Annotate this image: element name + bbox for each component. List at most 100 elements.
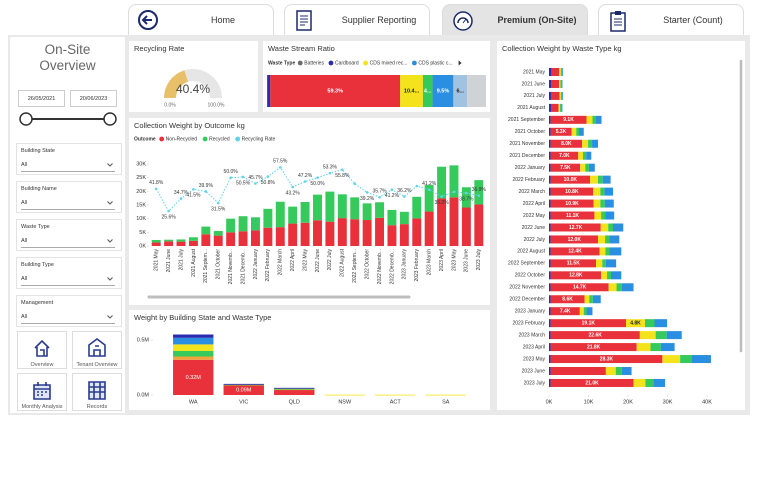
bar — [449, 197, 459, 246]
bar-segment — [270, 75, 401, 107]
data-label: 36.9% — [472, 187, 487, 193]
data-label: 11.5K — [567, 261, 580, 267]
nav-button[interactable]: Tenant Overview — [72, 331, 122, 369]
bar-segment — [612, 223, 624, 232]
line-point — [415, 184, 419, 188]
tab[interactable]: Premium (On-Site) — [442, 4, 588, 35]
bar-segment — [550, 163, 581, 172]
tab-icon — [453, 11, 473, 31]
x-tick-label: 20K — [623, 399, 633, 405]
bar-segment — [578, 151, 583, 160]
bar — [151, 239, 161, 243]
bar-segment — [549, 199, 551, 208]
bar-segment — [639, 331, 656, 340]
line-point — [167, 209, 170, 213]
nav-label: Tenant Overview — [76, 362, 118, 368]
bar-segment — [592, 115, 596, 124]
x-tick-label: VIC — [239, 399, 248, 405]
line-point — [254, 182, 257, 185]
chart-title: Recycling Rate — [134, 44, 184, 53]
bar — [238, 231, 248, 246]
tab[interactable]: Starter (Count) — [598, 4, 744, 35]
dropdown[interactable]: All — [21, 311, 115, 324]
bar-segment — [550, 319, 627, 328]
gauge-label: 40.4% — [176, 82, 210, 96]
bar-segment — [550, 151, 579, 160]
dropdown[interactable]: All — [21, 235, 115, 248]
bar — [300, 201, 310, 223]
bar — [424, 211, 434, 246]
data-label: 12.0K — [568, 237, 582, 243]
date-input[interactable]: 26/05/2021 — [18, 90, 65, 107]
data-label: 9.5% — [437, 88, 450, 94]
line-point — [465, 191, 468, 195]
tab[interactable]: Home — [128, 4, 274, 35]
data-label: 0.09M — [236, 388, 252, 394]
bar-segment — [549, 115, 551, 124]
bar-segment — [582, 139, 589, 148]
tab[interactable]: Supplier Reporting — [284, 4, 430, 35]
bar-segment — [645, 378, 654, 387]
bar-segment — [560, 91, 562, 100]
bar — [375, 202, 385, 218]
data-label: 0.32M — [186, 375, 202, 381]
y-tick-label: 2023 March — [519, 332, 546, 338]
bar-segment — [621, 367, 632, 375]
chart-title: Weight by Building State and Waste Type — [134, 313, 271, 322]
bar-segment — [550, 235, 598, 244]
bar-segment — [274, 387, 315, 389]
data-label: 4.8K — [630, 320, 641, 326]
legend-marker — [159, 136, 165, 142]
bar-segment — [550, 127, 572, 136]
y-tick-label: 2021 July — [524, 93, 546, 99]
data-label: 12.7K — [569, 225, 583, 231]
data-label: 10.9K — [565, 201, 579, 207]
bar — [325, 221, 335, 246]
bar-segment — [576, 127, 580, 136]
line-point — [278, 166, 282, 169]
nav-button[interactable]: Records — [72, 373, 122, 411]
card: Waste Stream Ratio Waste Type Batteries Car… — [263, 41, 490, 112]
bar-segment — [593, 199, 601, 208]
y-tick-label: 2022 August — [517, 249, 545, 255]
bar — [288, 206, 298, 224]
x-tick-label: 30K — [663, 399, 673, 405]
dropdown[interactable]: All — [21, 159, 115, 172]
tab-label: Supplier Reporting — [341, 15, 417, 25]
bar-segment — [549, 378, 551, 387]
bar-segment — [550, 103, 559, 112]
filter: Building State All — [16, 143, 122, 175]
dropdown[interactable]: All — [21, 197, 115, 210]
legend-scroll — [458, 60, 462, 66]
bar-segment — [560, 79, 562, 88]
date-input[interactable]: 20/06/2023 — [70, 90, 117, 107]
bar-segment — [600, 199, 605, 208]
line-point — [328, 171, 332, 175]
nav-button[interactable]: Overview — [17, 331, 67, 369]
sidebar-title: On-Site Overview — [39, 42, 96, 73]
bar-segment — [586, 115, 593, 124]
bar — [461, 187, 471, 208]
bar-segment — [621, 283, 634, 292]
dropdown[interactable]: All — [21, 273, 115, 286]
data-label: 39.2% — [360, 196, 375, 202]
bar-segment — [583, 307, 587, 316]
legend-label: Cardboard — [335, 60, 359, 66]
data-label: 57.5% — [273, 159, 288, 165]
y-tick-label: 2021 December — [509, 153, 545, 159]
nav-button[interactable]: Monthly Analysis — [17, 373, 67, 411]
data-label: 6... — [456, 88, 464, 94]
date-slider[interactable] — [18, 111, 118, 127]
bar — [399, 211, 409, 225]
bar-segment — [616, 283, 622, 292]
legend-label: Batteries — [304, 60, 324, 66]
chart-title: Collection Weight by Outcome kg — [134, 121, 245, 130]
tab-label: Premium (On-Site) — [497, 15, 577, 25]
x-tick-label: 2022 July — [327, 249, 333, 271]
bar — [325, 191, 335, 222]
x-tick-label: 2023 June — [464, 249, 470, 273]
data-label: 35.7% — [372, 189, 387, 195]
legend-marker — [235, 136, 241, 142]
bar-segment — [267, 75, 271, 107]
bar-segment — [580, 163, 586, 172]
